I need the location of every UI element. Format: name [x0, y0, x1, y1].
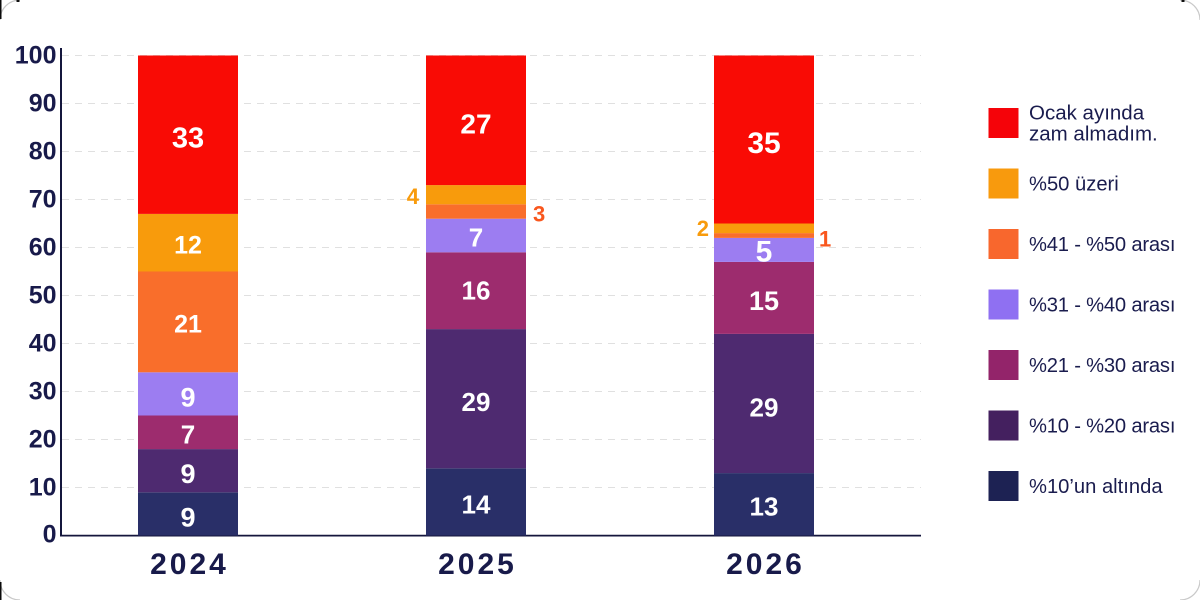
svg-text:7: 7 [181, 420, 195, 450]
svg-text:2026: 2026 [726, 548, 805, 581]
svg-text:2024: 2024 [150, 548, 229, 581]
svg-text:9: 9 [180, 459, 195, 489]
svg-text:%41 - %50 arası: %41 - %50 arası [1029, 234, 1175, 256]
svg-text:90: 90 [29, 90, 57, 118]
svg-text:40: 40 [29, 330, 57, 358]
svg-text:2: 2 [697, 216, 709, 241]
svg-text:14: 14 [462, 490, 491, 520]
svg-text:%21 - %30 arası: %21 - %30 arası [1029, 355, 1175, 377]
svg-text:9: 9 [180, 502, 195, 532]
svg-text:33: 33 [172, 123, 204, 155]
svg-text:0: 0 [43, 521, 57, 549]
svg-text:7: 7 [469, 222, 483, 252]
svg-text:9: 9 [180, 382, 195, 412]
svg-text:16: 16 [462, 276, 491, 306]
svg-text:1: 1 [819, 226, 831, 251]
svg-text:29: 29 [750, 393, 779, 423]
svg-text:12: 12 [174, 231, 202, 259]
svg-text:%10’un altında: %10’un altında [1029, 476, 1163, 498]
svg-text:zam almadım.: zam almadım. [1029, 123, 1158, 146]
svg-text:35: 35 [747, 127, 780, 160]
svg-text:20: 20 [29, 426, 57, 454]
svg-text:%10 - %20 arası: %10 - %20 arası [1029, 416, 1175, 438]
svg-text:4: 4 [407, 184, 420, 209]
svg-text:100: 100 [15, 42, 57, 70]
svg-text:5: 5 [756, 236, 773, 269]
svg-text:50: 50 [29, 282, 57, 310]
svg-text:30: 30 [29, 378, 57, 406]
svg-text:60: 60 [29, 234, 57, 262]
svg-text:80: 80 [29, 138, 57, 166]
svg-text:70: 70 [29, 186, 57, 214]
svg-text:2025: 2025 [438, 548, 517, 581]
svg-text:Ocak ayında: Ocak ayında [1029, 102, 1145, 125]
svg-text:21: 21 [174, 311, 202, 339]
svg-text:27: 27 [460, 109, 491, 140]
svg-text:3: 3 [533, 202, 545, 227]
svg-text:%50 üzeri: %50 üzeri [1029, 174, 1119, 196]
svg-text:29: 29 [462, 387, 491, 417]
svg-text:%31 - %40 arası: %31 - %40 arası [1029, 295, 1175, 317]
svg-text:10: 10 [29, 474, 57, 502]
svg-text:15: 15 [749, 286, 779, 316]
svg-text:13: 13 [750, 492, 779, 522]
